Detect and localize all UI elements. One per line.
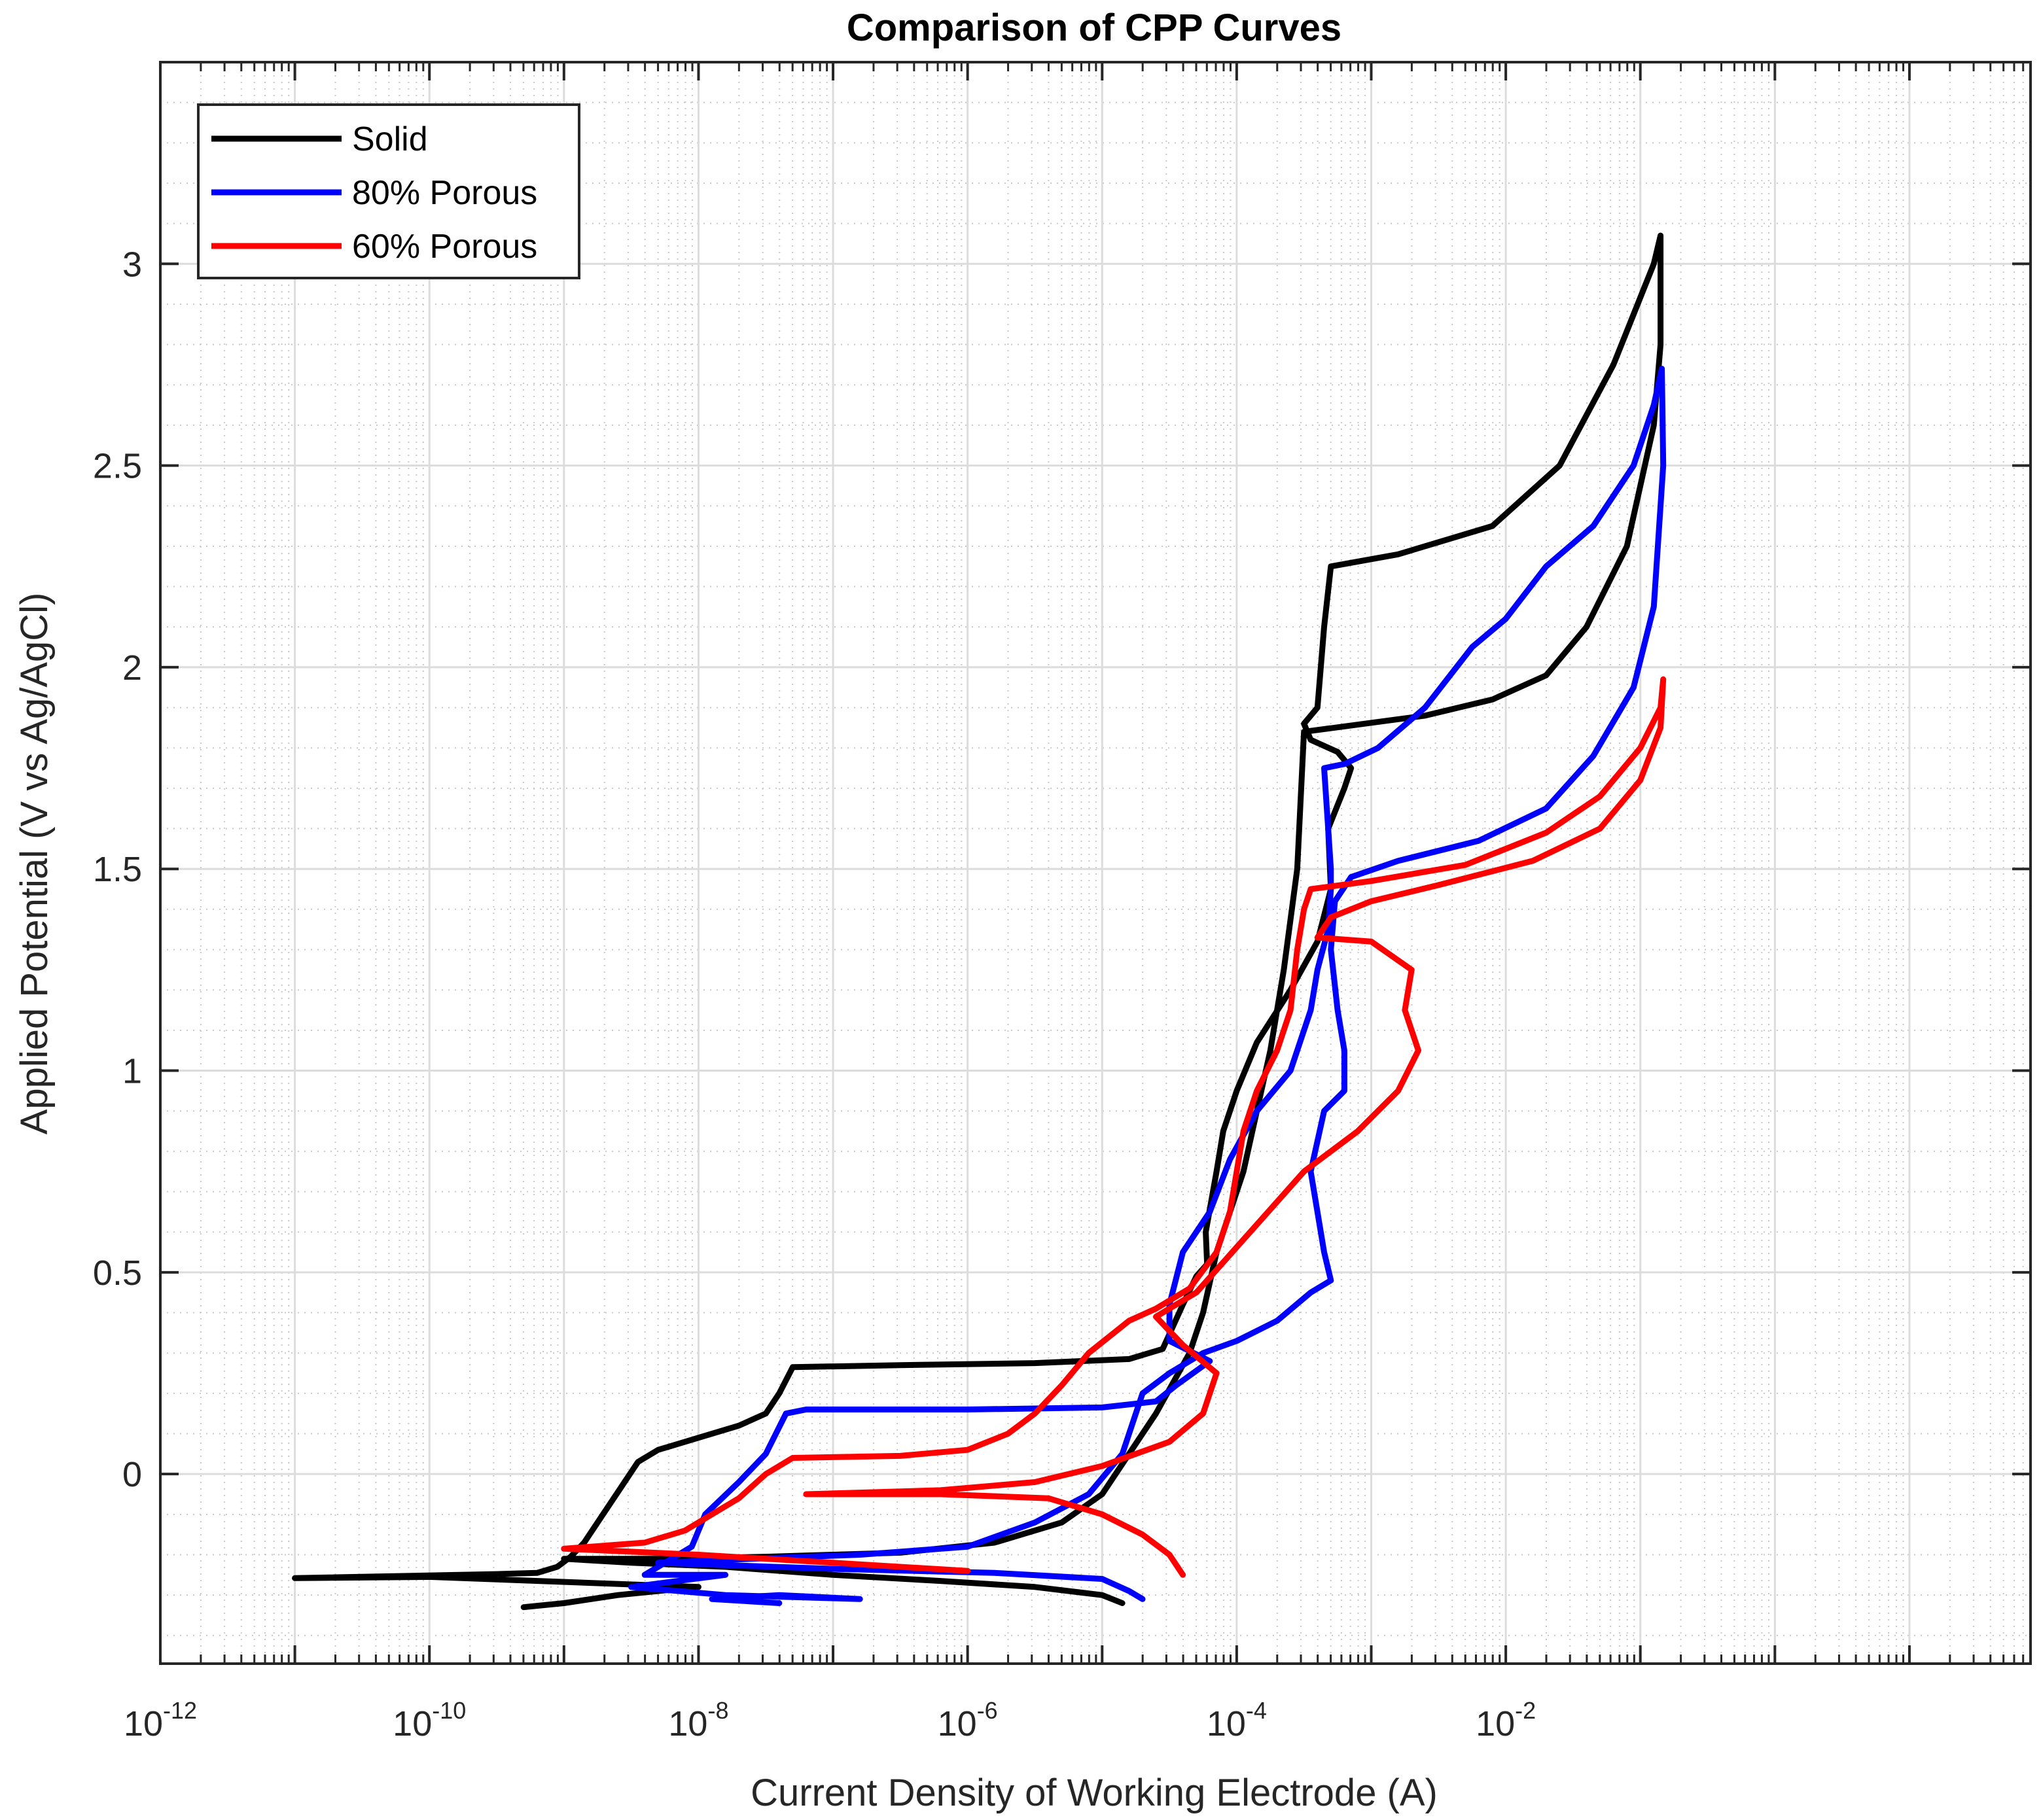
x-tick-label: 10-2 xyxy=(1476,1697,1536,1743)
x-axis-label: Current Density of Working Electrode (A) xyxy=(751,1772,1438,1814)
y-tick-label: 0.5 xyxy=(93,1253,142,1293)
x-tick-label: 10-8 xyxy=(668,1697,728,1743)
legend-label-2: 80% Porous xyxy=(352,174,537,212)
series-layer xyxy=(292,232,1667,1611)
series-line-2 xyxy=(628,366,1667,1606)
tick-marks xyxy=(159,62,2031,1664)
y-tick-label: 0 xyxy=(122,1455,142,1494)
x-tick-label: 10-6 xyxy=(938,1697,998,1743)
y-axis-label: Applied Potential (V vs Ag/AgCl) xyxy=(13,593,56,1135)
legend-box xyxy=(197,103,580,279)
y-tick-label: 2.5 xyxy=(93,447,142,486)
x-tick-label: 10-12 xyxy=(124,1697,197,1743)
x-tick-label: 10-4 xyxy=(1207,1697,1267,1743)
x-tick-labels: 10-12 10-10 10-8 10-6 10-4 10-2 xyxy=(124,1697,1536,1743)
y-tick-label: 1 xyxy=(122,1052,142,1091)
y-tick-label: 2 xyxy=(122,648,142,688)
legend-label-3: 60% Porous xyxy=(352,228,537,266)
series-line-3 xyxy=(561,676,1667,1578)
legend-label-1: Solid xyxy=(352,120,428,158)
legend: Solid 80% Porous 60% Porous xyxy=(197,103,580,279)
y-tick-labels: 0 0.5 1 1.5 2 2.5 3 xyxy=(93,245,142,1494)
x-tick-label: 10-10 xyxy=(393,1697,466,1743)
y-tick-label: 3 xyxy=(122,245,142,284)
chart-title: Comparison of CPP Curves xyxy=(847,7,1341,49)
y-tick-label: 1.5 xyxy=(93,850,142,889)
